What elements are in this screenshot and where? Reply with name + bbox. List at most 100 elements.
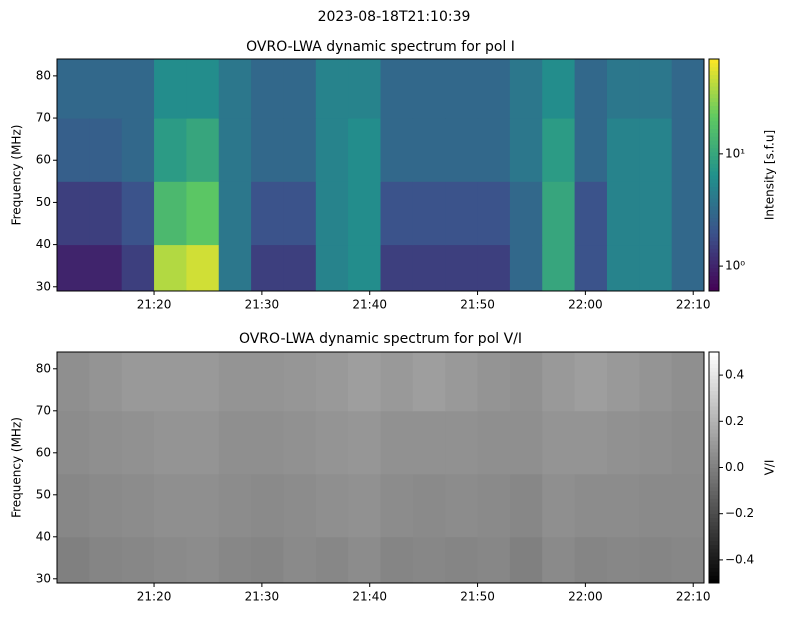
colorbar-swatch — [709, 494, 719, 499]
cell — [283, 181, 317, 246]
colorbar-swatch — [709, 62, 719, 68]
cell — [509, 59, 543, 119]
cell — [89, 536, 123, 584]
cell — [477, 118, 511, 182]
colorbar-frame — [708, 58, 720, 292]
colorbar-tick-label: −0.4 — [725, 552, 754, 566]
cell — [89, 181, 123, 246]
colorbar-swatch — [709, 244, 719, 249]
colorbar-swatch — [709, 375, 719, 380]
colorbar-swatch — [709, 486, 719, 492]
colorbar-swatch — [709, 70, 719, 75]
colorbar-tick-label: 0.2 — [725, 414, 744, 428]
cell — [154, 118, 187, 182]
cell — [348, 473, 381, 538]
colorbar-swatch — [709, 217, 719, 222]
colorbar-swatch — [709, 159, 719, 164]
x-tick-label: 21:30 — [245, 298, 280, 312]
cell — [380, 536, 414, 584]
cell — [380, 244, 414, 292]
colorbar-swatch — [709, 402, 719, 407]
x-tick-label: 21:20 — [137, 298, 172, 312]
cell — [218, 536, 252, 584]
cell — [574, 181, 608, 246]
colorbar-swatch — [709, 575, 719, 580]
colorbar-swatch — [709, 475, 719, 480]
cell — [542, 473, 576, 538]
y-tick-label: 50 — [36, 487, 51, 501]
cell — [639, 410, 673, 475]
cell — [251, 473, 284, 538]
cell — [315, 244, 349, 292]
cell — [574, 118, 608, 182]
cell — [639, 59, 673, 119]
cell — [251, 244, 284, 292]
x-tick-label: 21:40 — [352, 298, 387, 312]
colorbar-swatch — [709, 417, 719, 422]
cell — [89, 352, 123, 412]
cell — [89, 410, 123, 475]
colorbar-swatch — [709, 105, 719, 110]
y-tick-label: 60 — [36, 153, 51, 167]
colorbar-swatch — [709, 66, 719, 72]
colorbar-swatch — [709, 256, 719, 261]
cell — [606, 536, 640, 584]
colorbar-swatch — [709, 409, 719, 415]
colorbar-swatch — [709, 363, 719, 368]
colorbar-swatch — [709, 479, 719, 484]
cell — [639, 473, 673, 538]
x-tick-label: 22:00 — [568, 298, 603, 312]
colorbar-swatch — [709, 371, 719, 376]
cell — [57, 244, 90, 292]
cell — [671, 352, 705, 412]
cell — [121, 410, 155, 475]
colorbar-swatch — [709, 394, 719, 399]
cell — [154, 181, 187, 246]
cell — [606, 118, 640, 182]
cell — [574, 410, 608, 475]
x-tick-label: 21:50 — [460, 298, 495, 312]
cell — [89, 118, 123, 182]
colorbar-swatch — [709, 109, 719, 114]
colorbar-swatch — [709, 229, 719, 234]
cell — [412, 410, 446, 475]
cell — [186, 59, 220, 119]
cell — [315, 118, 349, 182]
cell — [218, 118, 252, 182]
cell — [380, 59, 414, 119]
colorbar-swatch — [709, 74, 719, 79]
cell — [57, 536, 90, 584]
cell — [154, 473, 187, 538]
colorbar-swatch — [709, 86, 719, 91]
cell — [218, 59, 252, 119]
plot-frame — [56, 58, 705, 292]
cell — [542, 410, 576, 475]
cell — [412, 352, 446, 412]
cell — [348, 118, 381, 182]
cell — [283, 244, 317, 292]
cell — [186, 473, 220, 538]
figure-title: 2023-08-18T21:10:39 — [318, 9, 471, 25]
cell — [121, 352, 155, 412]
cell — [218, 473, 252, 538]
colorbar-swatch — [709, 467, 719, 472]
cell — [574, 473, 608, 538]
cell — [445, 536, 479, 584]
cell — [412, 181, 446, 246]
cell — [251, 410, 284, 475]
colorbar-swatch — [709, 190, 719, 195]
chart-title: OVRO-LWA dynamic spectrum for pol I — [246, 39, 515, 55]
cell — [251, 536, 284, 584]
cell — [315, 352, 349, 412]
cell — [380, 473, 414, 538]
y-axis-label: Frequency (MHz) — [10, 417, 24, 518]
cell — [477, 410, 511, 475]
colorbar-swatch — [709, 279, 719, 284]
cell — [218, 352, 252, 412]
colorbar-swatch — [709, 175, 719, 180]
colorbar-swatch — [709, 124, 719, 130]
colorbar-swatch — [709, 132, 719, 137]
cell — [89, 473, 123, 538]
colorbar-swatch — [709, 186, 719, 191]
